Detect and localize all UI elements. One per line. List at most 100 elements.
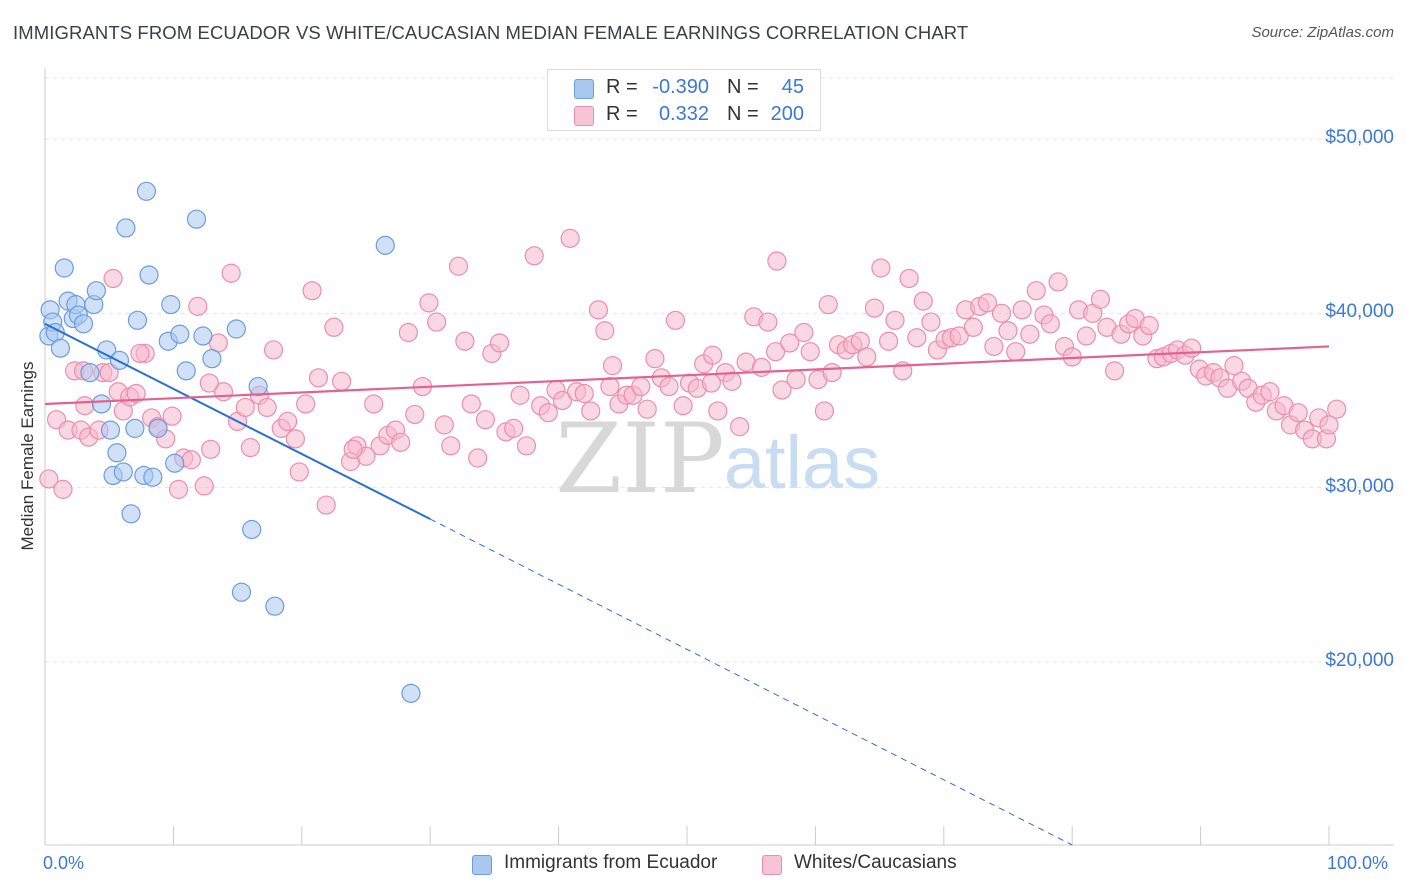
point-whites	[600, 376, 620, 397]
trend-line-ecuador-extrapolated	[429, 518, 1073, 846]
point-whites	[1182, 338, 1202, 358]
point-whites	[722, 371, 742, 391]
point-whites	[419, 293, 439, 313]
point-whites	[871, 258, 891, 278]
point-whites	[510, 385, 530, 405]
bottom-legend-label-ecuador: Immigrants from Ecuador	[504, 852, 718, 873]
point-whites	[673, 396, 693, 416]
point-ecuador	[165, 453, 185, 473]
point-whites	[814, 401, 834, 421]
legend-row-whites: R = 0.332 N = 200	[548, 101, 820, 127]
point-whites	[427, 312, 447, 332]
point-whites	[857, 347, 877, 367]
point-whites	[441, 436, 461, 456]
legend-r-label: R =	[606, 103, 638, 125]
point-ecuador	[91, 394, 112, 414]
point-whites	[405, 404, 425, 425]
point-whites	[53, 479, 73, 499]
point-whites	[991, 303, 1012, 323]
point-whites	[1139, 315, 1159, 336]
point-whites	[878, 331, 899, 351]
point-ecuador	[127, 310, 148, 330]
point-whites	[1224, 356, 1244, 376]
series-immigrants-from-ecuador	[39, 181, 421, 703]
point-whites	[998, 321, 1018, 341]
point-whites	[524, 246, 544, 266]
point-whites	[188, 296, 208, 316]
point-ecuador	[125, 418, 145, 438]
point-whites	[767, 251, 787, 271]
point-whites	[1319, 415, 1339, 435]
point-whites	[645, 349, 665, 369]
y-tick-label: $40,000	[1325, 301, 1394, 323]
point-ecuador	[107, 443, 127, 463]
point-whites	[794, 322, 814, 343]
legend-n-label: N =	[727, 76, 759, 98]
point-whites	[324, 317, 344, 337]
point-ecuador	[401, 683, 421, 703]
point-whites	[162, 406, 182, 426]
point-ecuador	[248, 376, 268, 397]
point-whites	[631, 376, 651, 397]
point-whites	[181, 450, 201, 470]
point-whites	[194, 476, 214, 496]
point-ecuador	[202, 349, 222, 369]
point-ecuador	[139, 265, 159, 285]
point-whites	[39, 469, 59, 489]
point-whites	[316, 495, 336, 515]
point-whites	[475, 410, 496, 430]
point-ecuador	[193, 326, 213, 346]
legend-n-value: 200	[770, 103, 804, 125]
point-whites	[765, 342, 786, 362]
point-whites	[516, 436, 537, 456]
point-ecuador	[176, 361, 196, 381]
watermark-atlas: atlas	[724, 421, 880, 504]
point-whites	[588, 300, 609, 320]
trend-lines	[44, 322, 1330, 846]
point-ecuador	[231, 582, 252, 602]
point-whites	[308, 368, 329, 388]
point-whites	[786, 369, 806, 390]
point-whites	[168, 479, 189, 499]
point-whites	[907, 328, 927, 348]
point-ecuador	[226, 319, 246, 339]
legend-n-label: N =	[727, 103, 759, 125]
point-ecuador	[136, 181, 157, 201]
point-whites	[1076, 326, 1096, 346]
point-whites	[730, 417, 750, 437]
point-whites	[560, 228, 580, 248]
point-whites	[1026, 281, 1046, 301]
point-whites	[455, 331, 475, 351]
point-ecuador	[148, 418, 168, 438]
point-whites	[235, 397, 255, 418]
point-ecuador	[265, 596, 285, 616]
point-whites	[1048, 272, 1068, 292]
point-ecuador	[54, 258, 74, 278]
point-whites	[602, 356, 623, 376]
point-ecuador	[161, 295, 181, 315]
point-whites	[595, 321, 615, 341]
point-whites	[822, 362, 842, 383]
point-whites	[538, 403, 558, 423]
point-ecuador	[116, 218, 136, 238]
source-credit: Source: ZipAtlas.com	[1251, 24, 1394, 41]
point-whites	[263, 340, 284, 360]
y-tick-label: $50,000	[1325, 127, 1394, 148]
point-whites	[703, 345, 723, 365]
chart-title: IMMIGRANTS FROM ECUADOR VS WHITE/CAUCASI…	[13, 22, 969, 43]
point-whites	[130, 343, 150, 364]
y-tick-label: $30,000	[1325, 475, 1394, 497]
watermark-zip: ZIP	[555, 403, 724, 515]
point-whites	[581, 401, 601, 421]
point-ecuador	[121, 504, 141, 524]
point-whites	[461, 394, 481, 414]
point-ecuador	[170, 324, 190, 344]
point-whites	[126, 383, 146, 404]
point-whites	[1040, 314, 1060, 334]
point-whites	[343, 439, 363, 459]
point-whites	[285, 429, 305, 449]
point-whites	[99, 362, 119, 383]
point-whites	[949, 326, 969, 346]
point-ecuador	[109, 350, 130, 370]
